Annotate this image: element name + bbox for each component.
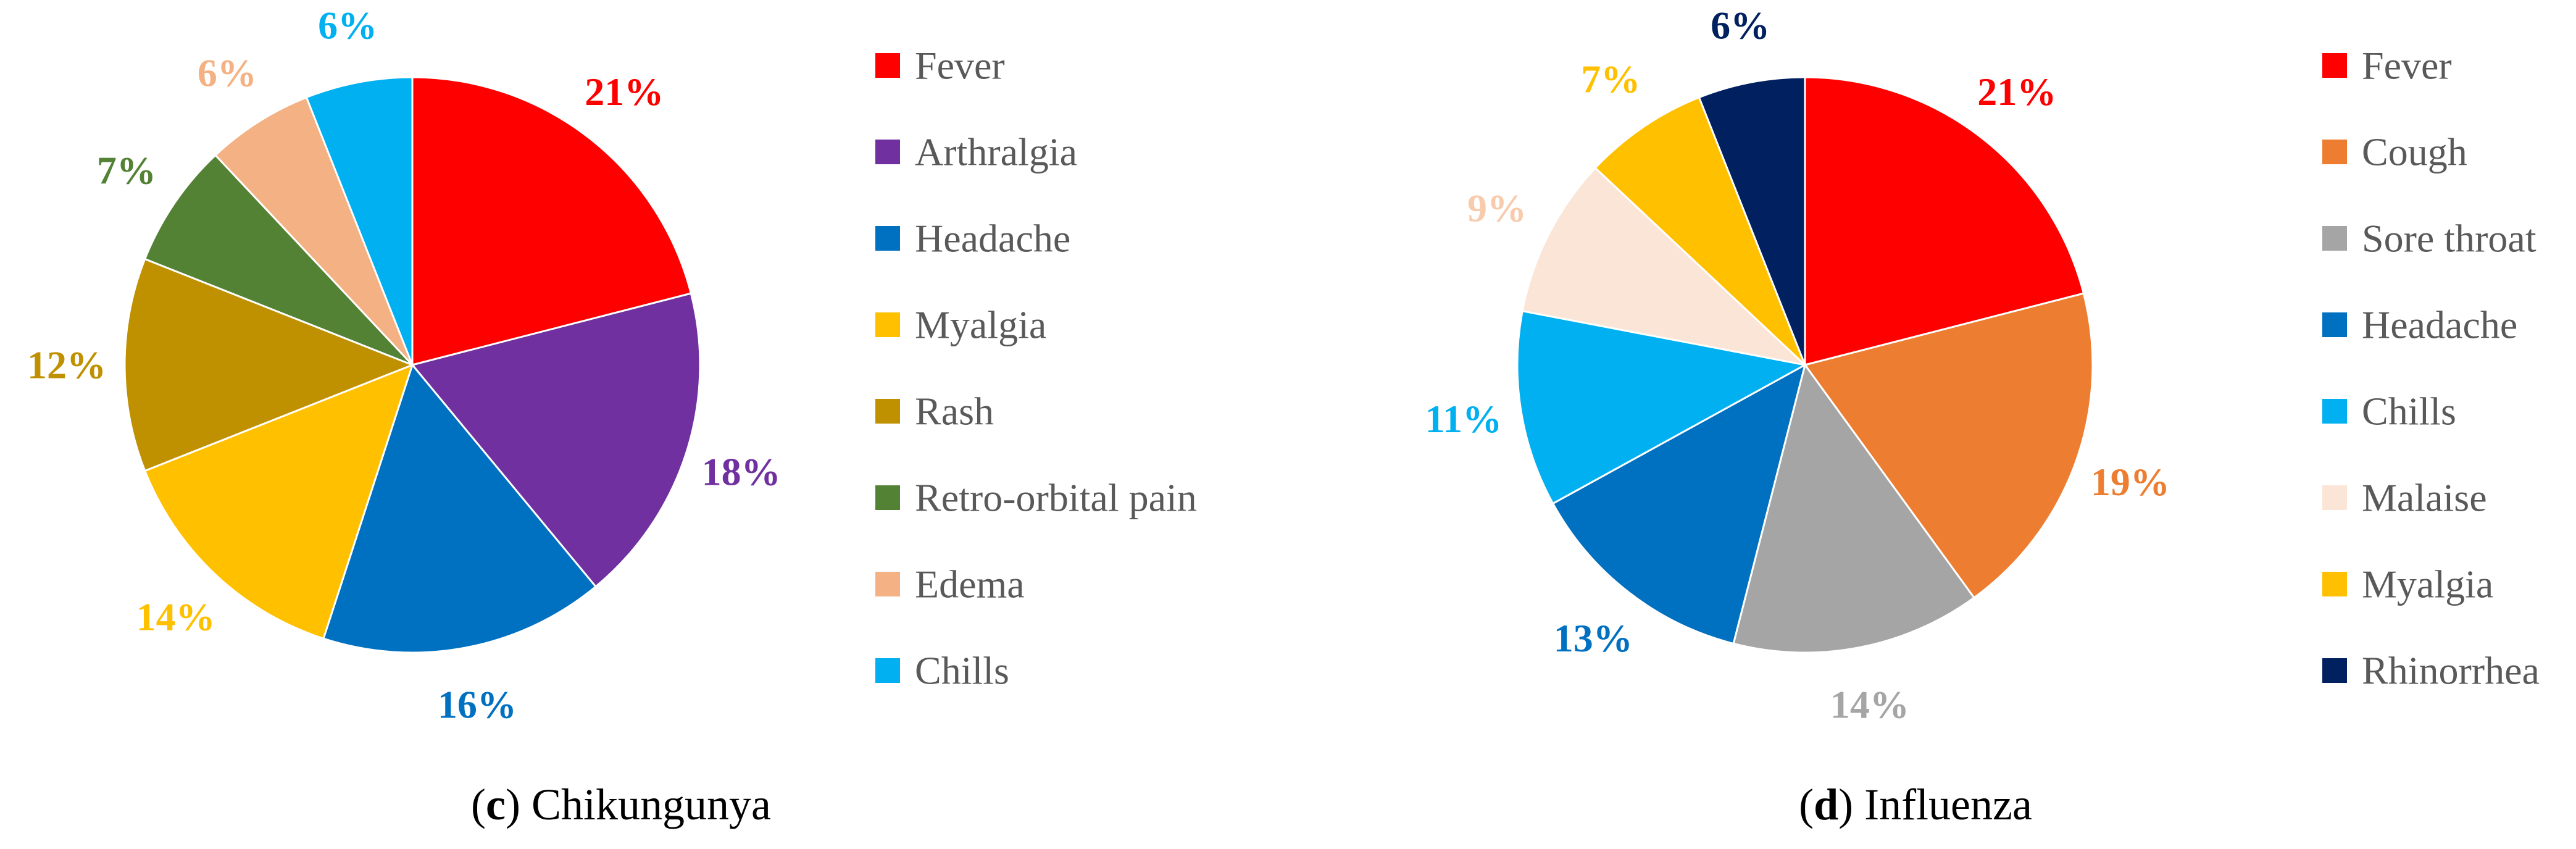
pie-slice xyxy=(305,76,414,366)
legend-label: Rhinorrhea xyxy=(2362,649,2540,693)
legend-swatch xyxy=(875,53,900,78)
legend-swatch xyxy=(875,658,900,683)
legend-swatch xyxy=(2322,658,2347,683)
legend-swatch xyxy=(2322,140,2347,164)
legend-label: Chills xyxy=(915,649,1009,693)
pie-slice xyxy=(143,363,414,640)
legend-label: Fever xyxy=(915,44,1005,88)
caption-influenza: (d) Influenza xyxy=(1799,780,2032,829)
slice-value-label: 9% xyxy=(1467,186,1527,230)
legend-label: Fever xyxy=(2362,44,2452,88)
legend-swatch xyxy=(875,399,900,424)
legend-label: Myalgia xyxy=(2362,563,2493,606)
legend-label: Headache xyxy=(915,217,1070,261)
slice-value-label: 21% xyxy=(585,70,664,114)
legend-label: Headache xyxy=(2362,303,2517,347)
legend-swatch xyxy=(2322,312,2347,337)
pie-slice xyxy=(1803,292,2094,600)
legend-label: Cough xyxy=(2362,130,2467,174)
pie-chart-chikungunya: 21% 18% 16% 14% 12% 7% 6% 6% Fever Arthralgia Head… xyxy=(27,3,1197,726)
slice-value-label: 13% xyxy=(1554,616,1633,660)
pie-slice xyxy=(1732,362,1976,654)
legend-swatch xyxy=(2322,485,2347,510)
slice-value-label: 18% xyxy=(702,450,781,494)
caption-letter: c xyxy=(486,780,506,829)
slice-value-label: 7% xyxy=(1581,57,1640,101)
slice-value-label: 6% xyxy=(198,51,257,95)
legend-label: Chills xyxy=(2362,390,2456,433)
slice-value-label: 19% xyxy=(2091,460,2170,504)
pie-slice xyxy=(143,154,414,366)
legend-swatch xyxy=(2322,226,2347,251)
pie-slice xyxy=(1516,309,1808,505)
legend-label: Myalgia xyxy=(915,303,1046,347)
pie-slice xyxy=(1551,363,1807,645)
slice-value-label: 14% xyxy=(136,595,215,639)
legend-label: Arthralgia xyxy=(915,130,1077,174)
slice-value-label: 6% xyxy=(318,3,377,47)
pie-slice xyxy=(123,257,415,472)
slice-value-label: 6% xyxy=(1711,3,1770,47)
legend-swatch xyxy=(2322,572,2347,596)
legend-label: Edema xyxy=(915,563,1025,606)
legend-swatch xyxy=(875,485,900,510)
pie-chart-influenza: 21% 19% 14% 13% 11% 9% 7% 6% Fever Cough Sore thro… xyxy=(1425,3,2540,726)
legend-swatch xyxy=(875,140,900,164)
slice-value-label: 14% xyxy=(1830,683,1909,727)
caption-chikungunya: (c) Chikungunya xyxy=(471,780,771,829)
slice-value-label: 11% xyxy=(1425,397,1502,441)
pie-slice xyxy=(411,292,701,588)
legend-label: Malaise xyxy=(2362,476,2487,520)
legend-swatch xyxy=(2322,53,2347,78)
pie-slice xyxy=(411,76,693,366)
legend-swatch xyxy=(875,312,900,337)
caption-title: Influenza xyxy=(1864,780,2032,829)
legend-label: Retro-orbital pain xyxy=(915,476,1197,520)
slice-value-label: 16% xyxy=(438,683,517,727)
caption-title: Chikungunya xyxy=(531,780,771,829)
pie-slice xyxy=(214,96,414,366)
slice-value-label: 21% xyxy=(1977,70,2056,114)
slice-value-label: 7% xyxy=(97,149,156,193)
pie-slice xyxy=(1521,166,1808,367)
caption-letter: d xyxy=(1814,780,1839,829)
pie-slice xyxy=(1594,96,1806,366)
legend-label: Sore throat xyxy=(2362,217,2536,261)
pie-slice xyxy=(1804,76,2085,366)
legend-swatch xyxy=(875,572,900,596)
legend-swatch xyxy=(2322,399,2347,424)
slice-value-label: 12% xyxy=(27,343,106,387)
legend-label: Rash xyxy=(915,390,994,433)
pie-slice xyxy=(322,362,598,654)
pie-slice xyxy=(1698,76,1806,366)
legend-swatch xyxy=(875,226,900,251)
